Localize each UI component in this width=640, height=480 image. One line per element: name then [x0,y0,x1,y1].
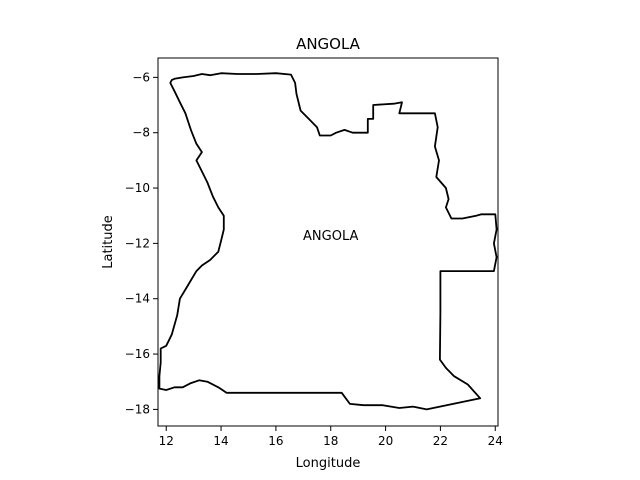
x-axis-label: Longitude [296,456,361,471]
y-axis-label: Latitude [101,215,116,269]
y-axis-ticks: −6 −8 −10 −12 −14 −16 −18 [125,70,158,416]
y-tick-label: −6 [132,70,150,84]
y-tick-label: −18 [125,402,150,416]
y-tick-label: −8 [132,126,150,140]
country-label: ANGOLA [303,229,358,244]
y-tick-label: −16 [125,347,150,361]
y-tick-label: −12 [125,236,150,250]
map-title: ANGOLA [296,35,361,53]
y-tick-label: −14 [125,292,150,306]
plot-area: ANGOLA [157,57,499,427]
x-tick-label: 16 [268,434,283,448]
x-tick-label: 14 [213,434,228,448]
x-axis-ticks: 12 14 16 18 20 22 24 [159,426,503,448]
x-tick-label: 18 [323,434,338,448]
x-tick-label: 20 [378,434,393,448]
y-tick-label: −10 [125,181,150,195]
x-tick-label: 12 [159,434,174,448]
x-tick-label: 24 [488,434,503,448]
x-tick-label: 22 [433,434,448,448]
country-border [158,72,498,411]
axes-frame [157,57,499,427]
